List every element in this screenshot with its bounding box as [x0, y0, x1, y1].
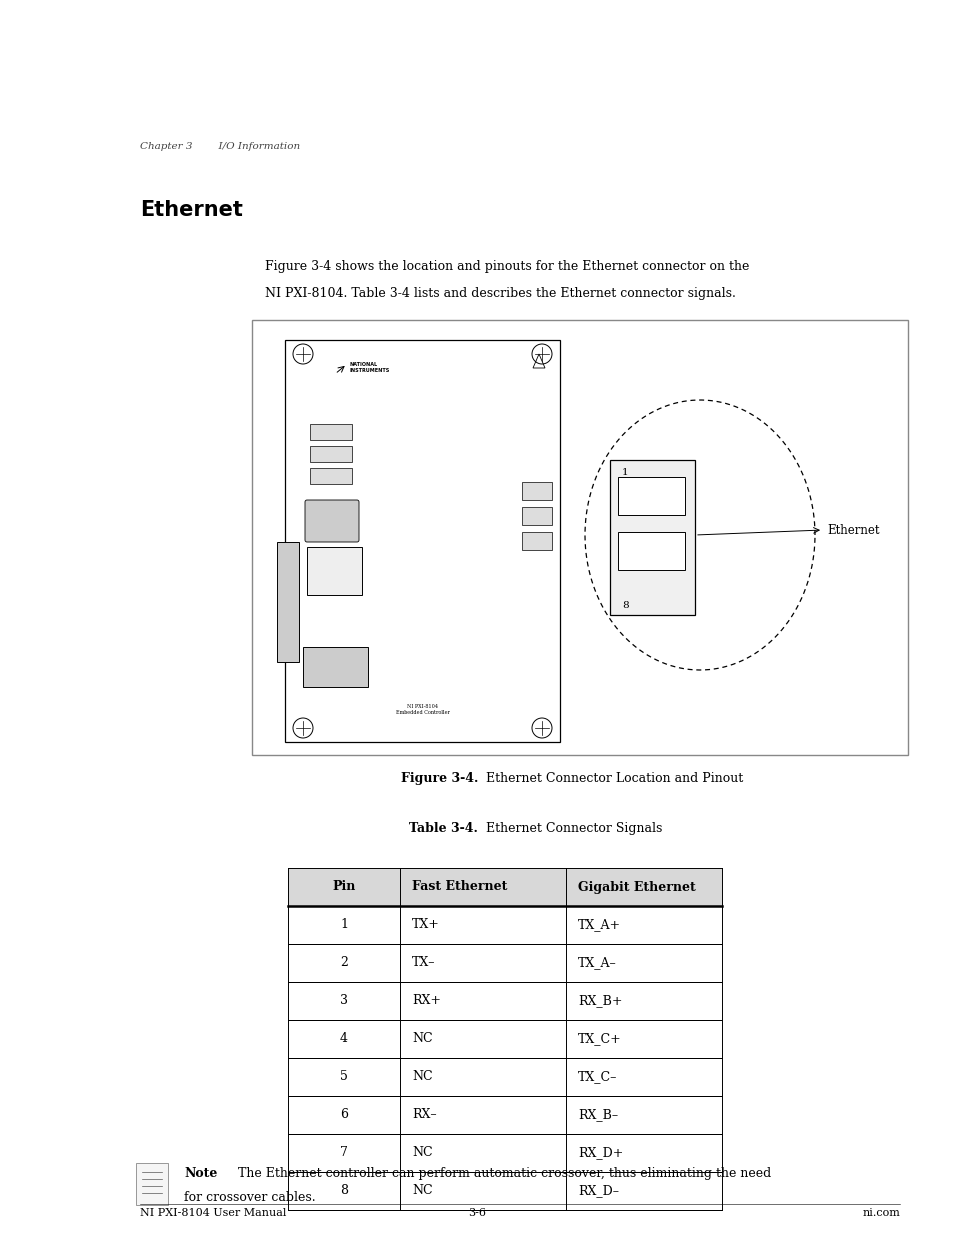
Text: 8: 8 [621, 601, 628, 610]
Text: RX+: RX+ [412, 994, 440, 1008]
Text: Figure 3-4 shows the location and pinouts for the Ethernet connector on the: Figure 3-4 shows the location and pinout… [265, 261, 749, 273]
Text: 8: 8 [339, 1184, 348, 1198]
Text: Table 3-4.: Table 3-4. [409, 823, 477, 835]
FancyBboxPatch shape [310, 446, 352, 462]
FancyBboxPatch shape [307, 547, 361, 595]
FancyBboxPatch shape [285, 340, 559, 742]
Text: TX+: TX+ [412, 919, 439, 931]
Text: Ethernet Connector Location and Pinout: Ethernet Connector Location and Pinout [477, 772, 742, 785]
Text: 1: 1 [621, 468, 628, 477]
Text: RX_D+: RX_D+ [578, 1146, 622, 1160]
Text: The Ethernet controller can perform automatic crossover, thus eliminating the ne: The Ethernet controller can perform auto… [226, 1167, 770, 1179]
FancyBboxPatch shape [288, 1134, 721, 1172]
FancyBboxPatch shape [521, 532, 552, 550]
FancyBboxPatch shape [305, 500, 358, 542]
FancyBboxPatch shape [288, 944, 721, 982]
Text: Ethernet Connector Signals: Ethernet Connector Signals [477, 823, 661, 835]
Text: TX_C+: TX_C+ [578, 1032, 621, 1046]
Text: Note: Note [184, 1167, 217, 1179]
FancyBboxPatch shape [521, 482, 552, 500]
Text: ni.com: ni.com [862, 1208, 899, 1218]
Text: Figure 3-4.: Figure 3-4. [400, 772, 477, 785]
Text: RX_D–: RX_D– [578, 1184, 618, 1198]
Text: TX_C–: TX_C– [578, 1071, 617, 1083]
FancyBboxPatch shape [276, 542, 298, 662]
Text: 1: 1 [339, 919, 348, 931]
FancyBboxPatch shape [252, 320, 907, 755]
FancyBboxPatch shape [136, 1163, 168, 1205]
Text: 2: 2 [339, 956, 348, 969]
FancyBboxPatch shape [288, 906, 721, 944]
Text: TX_A–: TX_A– [578, 956, 616, 969]
FancyBboxPatch shape [288, 1172, 721, 1210]
Text: NC: NC [412, 1071, 432, 1083]
Text: 3-6: 3-6 [468, 1208, 485, 1218]
FancyBboxPatch shape [288, 1020, 721, 1058]
Text: TX–: TX– [412, 956, 435, 969]
Text: NC: NC [412, 1146, 432, 1160]
FancyBboxPatch shape [288, 982, 721, 1020]
Text: RX_B–: RX_B– [578, 1109, 618, 1121]
Text: 6: 6 [339, 1109, 348, 1121]
FancyBboxPatch shape [310, 468, 352, 484]
Text: NATIONAL
INSTRUMENTS: NATIONAL INSTRUMENTS [350, 362, 390, 373]
Text: NC: NC [412, 1184, 432, 1198]
Text: Gigabit Ethernet: Gigabit Ethernet [578, 881, 695, 893]
FancyBboxPatch shape [303, 647, 368, 687]
Text: Ethernet: Ethernet [140, 200, 243, 220]
Text: 4: 4 [339, 1032, 348, 1046]
FancyBboxPatch shape [288, 868, 721, 906]
Text: Chapter 3        I/O Information: Chapter 3 I/O Information [140, 142, 300, 151]
Text: Fast Ethernet: Fast Ethernet [412, 881, 507, 893]
FancyBboxPatch shape [288, 1095, 721, 1134]
Text: 7: 7 [339, 1146, 348, 1160]
Text: RX–: RX– [412, 1109, 436, 1121]
Text: Pin: Pin [332, 881, 355, 893]
FancyBboxPatch shape [618, 532, 684, 571]
Text: 3: 3 [339, 994, 348, 1008]
Text: RX_B+: RX_B+ [578, 994, 622, 1008]
FancyBboxPatch shape [310, 424, 352, 440]
FancyBboxPatch shape [288, 1058, 721, 1095]
Text: NI PXI-8104. Table 3-4 lists and describes the Ethernet connector signals.: NI PXI-8104. Table 3-4 lists and describ… [265, 287, 735, 300]
Text: NI PXI-8104 User Manual: NI PXI-8104 User Manual [140, 1208, 286, 1218]
FancyBboxPatch shape [618, 477, 684, 515]
Text: for crossover cables.: for crossover cables. [184, 1191, 315, 1204]
FancyBboxPatch shape [609, 459, 695, 615]
Text: Ethernet: Ethernet [826, 524, 879, 536]
Text: 5: 5 [339, 1071, 348, 1083]
FancyBboxPatch shape [521, 508, 552, 525]
Text: TX_A+: TX_A+ [578, 919, 620, 931]
Text: NI PXI-8104
Embedded Controller: NI PXI-8104 Embedded Controller [395, 704, 449, 715]
Text: NC: NC [412, 1032, 432, 1046]
